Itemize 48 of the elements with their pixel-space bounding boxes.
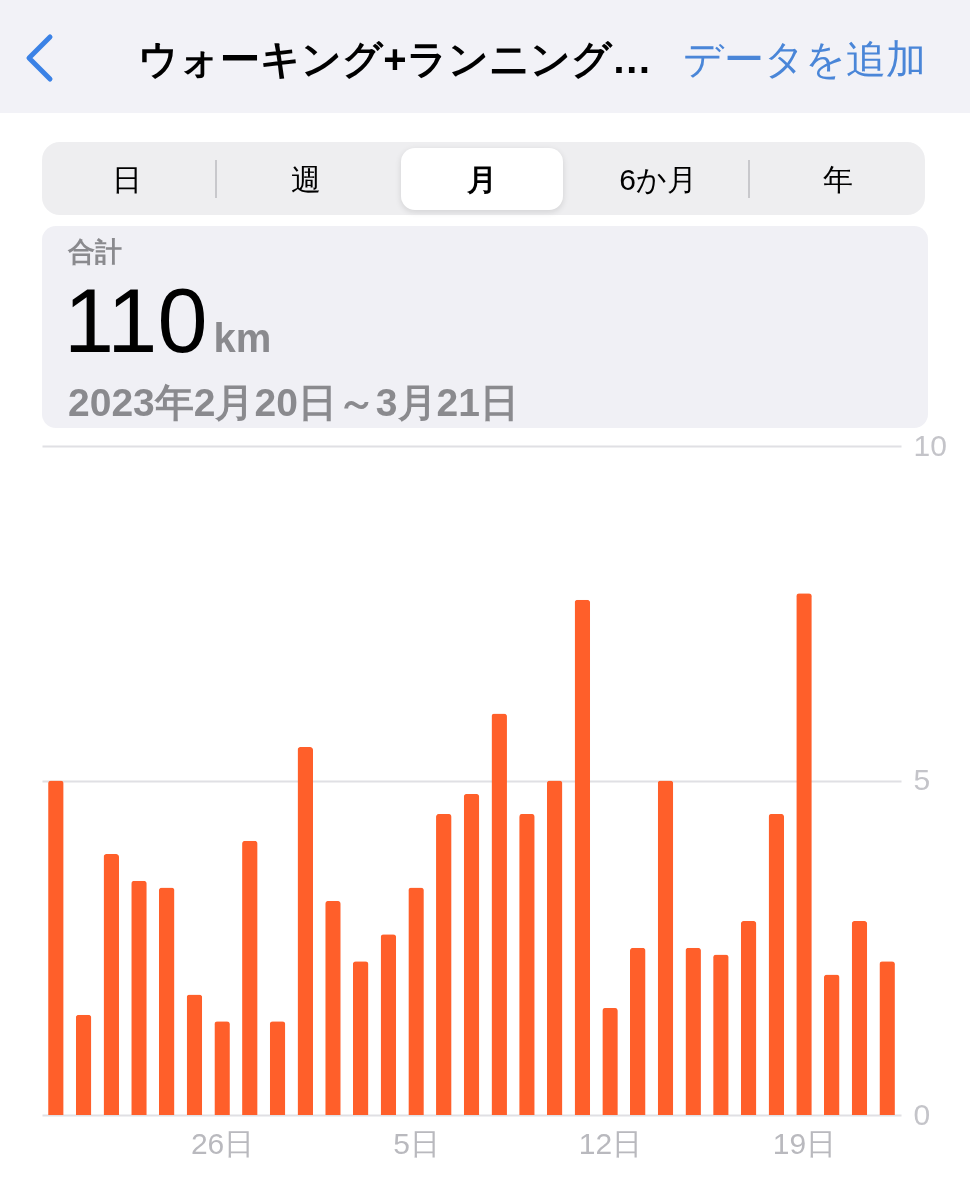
text: 日 [111,162,143,198]
bar [242,840,258,1115]
text: 110 [64,270,208,373]
x-tick-label: 26日 [190,1126,255,1160]
bar [158,887,175,1115]
bar [269,1021,286,1115]
chart-subtitle: 2023年2月20日～3月21日 [68,380,519,426]
bar [602,1007,618,1115]
bar [186,994,203,1115]
bar [851,920,868,1115]
text: 週 [290,162,322,198]
bar [408,887,424,1115]
bar [768,813,785,1115]
bar [491,713,507,1115]
bar [380,934,397,1115]
bar [796,593,812,1115]
bar [463,793,480,1115]
bar [823,974,840,1115]
bar [657,780,674,1115]
text: 年 [822,162,854,198]
y-tick-label: 10 [913,428,947,462]
text: 6か月 [618,162,698,198]
text: データを追加 [683,36,926,83]
bar [48,780,64,1115]
chart-title: ウォーキング+ランニング… [138,37,652,81]
bar [103,854,120,1115]
text: km [213,316,272,361]
x-tick-label: 19日 [772,1126,837,1160]
bar [297,747,313,1115]
y-tick-label: 5 [913,763,931,796]
bar [740,920,757,1115]
x-tick-label: 12日 [578,1126,643,1160]
bar [519,813,535,1115]
bar [546,780,563,1115]
text: 月 [466,162,498,198]
bar [574,599,591,1115]
x-tick-label: 5日 [393,1126,440,1160]
bar [325,900,341,1115]
bar [352,961,369,1115]
bar [879,961,895,1115]
bar [713,954,729,1115]
bar [685,947,701,1115]
bar [630,947,646,1115]
text: 合計 [68,236,122,269]
bar [131,880,147,1115]
y-tick-label: 0 [913,1097,931,1131]
bar [75,1014,92,1115]
bar [436,813,452,1115]
